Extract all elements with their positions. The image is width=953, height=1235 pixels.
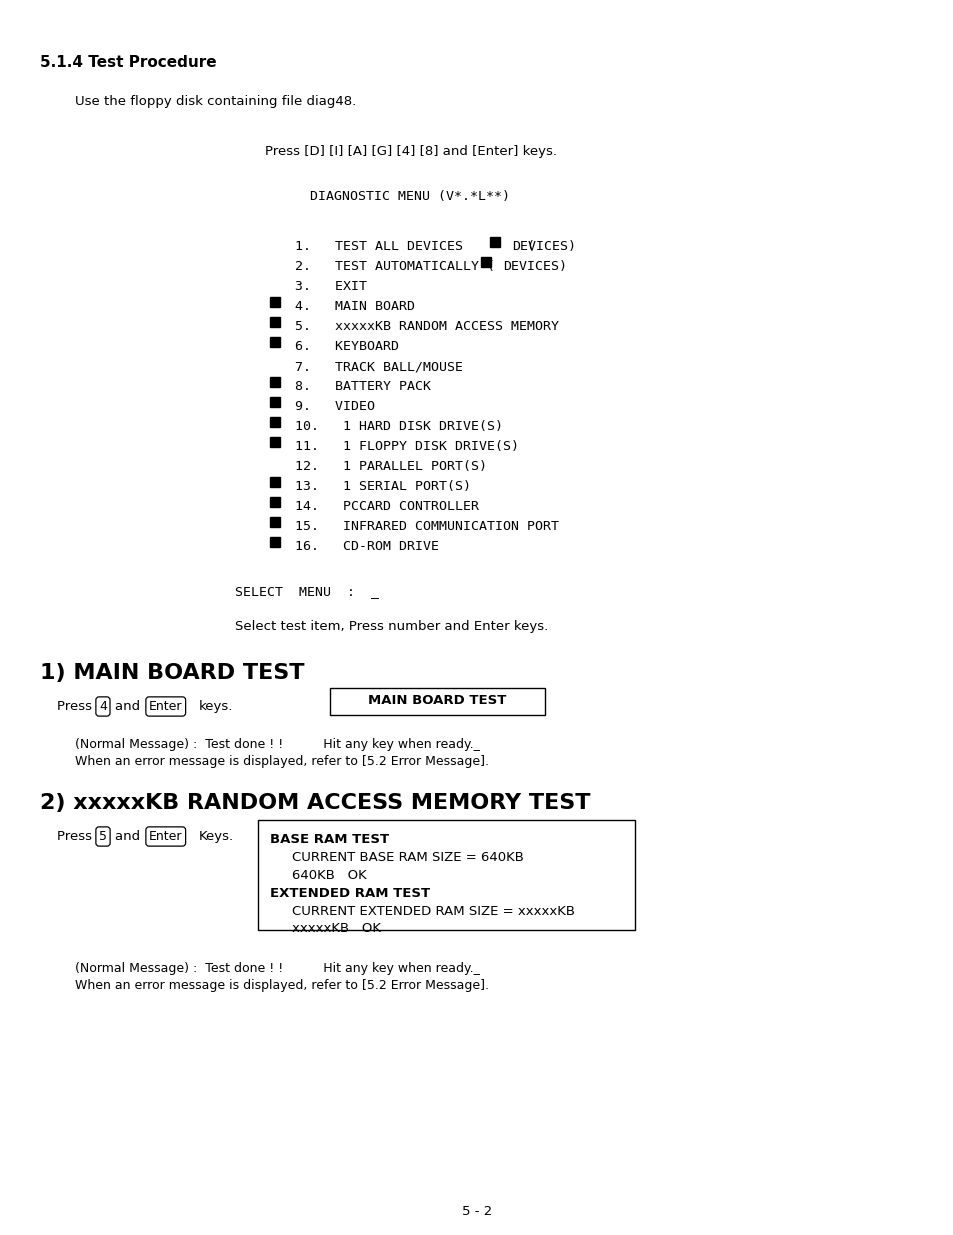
Text: Enter: Enter [149, 830, 182, 844]
Text: When an error message is displayed, refer to [5.2 Error Message].: When an error message is displayed, refe… [75, 755, 489, 768]
Text: SELECT  MENU  :  _: SELECT MENU : _ [234, 585, 378, 598]
Text: 15.   INFRARED COMMUNICATION PORT: 15. INFRARED COMMUNICATION PORT [294, 520, 558, 534]
Text: DEVICES): DEVICES) [512, 240, 576, 253]
Text: Enter: Enter [149, 700, 182, 713]
Text: 5.1.4 Test Procedure: 5.1.4 Test Procedure [40, 56, 216, 70]
Text: 1) MAIN BOARD TEST: 1) MAIN BOARD TEST [40, 663, 304, 683]
Text: 4.   MAIN BOARD: 4. MAIN BOARD [294, 300, 415, 312]
Bar [270, 377, 280, 387]
Bar [257, 820, 635, 930]
Text: BASE RAM TEST: BASE RAM TEST [270, 832, 389, 846]
Bar [270, 317, 280, 327]
Text: 4: 4 [99, 700, 107, 713]
Text: 6.   KEYBOARD: 6. KEYBOARD [294, 340, 398, 353]
Text: Press [D] [I] [A] [G] [4] [8] and [Enter] keys.: Press [D] [I] [A] [G] [4] [8] and [Enter… [265, 144, 557, 158]
Text: MAIN BOARD TEST: MAIN BOARD TEST [368, 694, 506, 708]
Text: 5 - 2: 5 - 2 [461, 1205, 492, 1218]
Bar [270, 296, 280, 308]
Text: Select test item, Press number and Enter keys.: Select test item, Press number and Enter… [234, 620, 548, 634]
Text: CURRENT EXTENDED RAM SIZE = xxxxxKB: CURRENT EXTENDED RAM SIZE = xxxxxKB [292, 905, 575, 918]
Text: EXTENDED RAM TEST: EXTENDED RAM TEST [270, 887, 430, 900]
Text: 11.   1 FLOPPY DISK DRIVE(S): 11. 1 FLOPPY DISK DRIVE(S) [294, 440, 518, 453]
Text: CURRENT BASE RAM SIZE = 640KB: CURRENT BASE RAM SIZE = 640KB [292, 851, 523, 864]
Bar [270, 496, 280, 508]
Text: 8.   BATTERY PACK: 8. BATTERY PACK [294, 380, 431, 393]
Bar [270, 396, 280, 408]
Text: keys.: keys. [199, 700, 233, 713]
Text: DIAGNOSTIC MENU (V*.*L**): DIAGNOSTIC MENU (V*.*L**) [310, 190, 510, 203]
Text: When an error message is displayed, refer to [5.2 Error Message].: When an error message is displayed, refe… [75, 979, 489, 992]
Text: 5: 5 [99, 830, 107, 844]
Bar [270, 437, 280, 447]
Text: 12.   1 PARALLEL PORT(S): 12. 1 PARALLEL PORT(S) [294, 459, 486, 473]
Text: (Normal Message) :  Test done ! !          Hit any key when ready._: (Normal Message) : Test done ! ! Hit any… [75, 962, 479, 974]
Text: 7.   TRACK BALL/MOUSE: 7. TRACK BALL/MOUSE [294, 359, 462, 373]
Bar [270, 337, 280, 347]
Text: 13.   1 SERIAL PORT(S): 13. 1 SERIAL PORT(S) [294, 480, 471, 493]
Text: Press: Press [57, 700, 96, 713]
Text: 10.   1 HARD DISK DRIVE(S): 10. 1 HARD DISK DRIVE(S) [294, 420, 502, 433]
Bar [480, 257, 491, 267]
Text: 16.   CD-ROM DRIVE: 16. CD-ROM DRIVE [294, 540, 438, 553]
Bar [270, 477, 280, 487]
Text: Use the floppy disk containing file diag48.: Use the floppy disk containing file diag… [75, 95, 355, 107]
Text: Keys.: Keys. [199, 830, 233, 844]
Text: 2.   TEST AUTOMATICALLY (: 2. TEST AUTOMATICALLY ( [294, 261, 495, 273]
Text: 2) xxxxxKB RANDOM ACCESS MEMORY TEST: 2) xxxxxKB RANDOM ACCESS MEMORY TEST [40, 793, 590, 813]
Text: and: and [115, 830, 144, 844]
Bar [270, 417, 280, 427]
Text: 14.   PCCARD CONTROLLER: 14. PCCARD CONTROLLER [294, 500, 478, 513]
Bar [270, 537, 280, 547]
Text: and: and [115, 700, 144, 713]
Text: DEVICES): DEVICES) [502, 261, 566, 273]
Bar [270, 517, 280, 527]
Text: 1.   TEST ALL DEVICES        (: 1. TEST ALL DEVICES ( [294, 240, 535, 253]
Text: 640KB   OK: 640KB OK [292, 869, 366, 882]
Text: 9.   VIDEO: 9. VIDEO [294, 400, 375, 412]
Bar [330, 688, 544, 715]
Text: 5.   xxxxxKB RANDOM ACCESS MEMORY: 5. xxxxxKB RANDOM ACCESS MEMORY [294, 320, 558, 333]
Text: Press: Press [57, 830, 96, 844]
Text: 3.   EXIT: 3. EXIT [294, 280, 367, 293]
Text: xxxxxKB   OK: xxxxxKB OK [292, 923, 380, 935]
Bar [490, 237, 499, 247]
Text: (Normal Message) :  Test done ! !          Hit any key when ready._: (Normal Message) : Test done ! ! Hit any… [75, 739, 479, 751]
